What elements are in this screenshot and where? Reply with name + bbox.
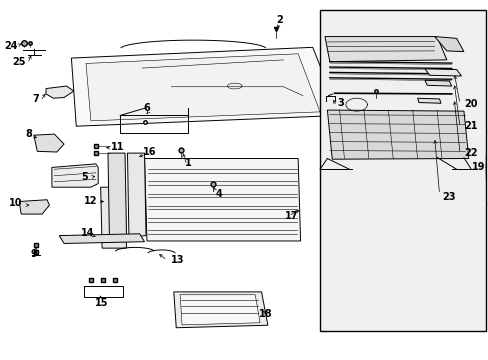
Text: 25: 25: [13, 57, 26, 67]
Polygon shape: [180, 295, 260, 325]
Text: 21: 21: [463, 121, 476, 131]
Polygon shape: [101, 187, 126, 248]
Polygon shape: [424, 69, 461, 76]
Polygon shape: [173, 292, 267, 328]
Text: 20: 20: [463, 99, 476, 109]
Polygon shape: [34, 134, 64, 152]
Polygon shape: [52, 164, 98, 187]
Polygon shape: [127, 153, 146, 237]
Polygon shape: [327, 110, 468, 159]
Text: 8: 8: [25, 129, 32, 139]
Text: 1: 1: [184, 158, 191, 168]
Text: 18: 18: [258, 310, 272, 319]
Text: 2: 2: [276, 15, 283, 26]
Polygon shape: [144, 158, 300, 241]
Text: 5: 5: [81, 172, 88, 182]
Text: 3: 3: [337, 98, 343, 108]
Text: 19: 19: [471, 162, 485, 172]
Text: 10: 10: [9, 198, 22, 208]
Text: 17: 17: [285, 211, 298, 221]
Text: 23: 23: [441, 192, 454, 202]
Polygon shape: [86, 54, 320, 121]
Text: 22: 22: [463, 148, 476, 158]
Text: 15: 15: [95, 298, 109, 308]
Polygon shape: [424, 80, 451, 86]
Polygon shape: [417, 98, 440, 103]
Text: 24: 24: [5, 41, 18, 50]
Bar: [320, 10, 485, 330]
Text: 4: 4: [215, 189, 222, 199]
Polygon shape: [19, 200, 49, 214]
Polygon shape: [71, 47, 339, 126]
Text: 13: 13: [170, 255, 183, 265]
Polygon shape: [434, 37, 463, 51]
Text: 6: 6: [143, 103, 150, 113]
Polygon shape: [108, 153, 126, 237]
Polygon shape: [59, 234, 144, 243]
Text: 9: 9: [30, 248, 37, 258]
Text: 11: 11: [111, 142, 124, 152]
Text: 14: 14: [81, 228, 94, 238]
Polygon shape: [46, 86, 74, 98]
Polygon shape: [325, 37, 446, 62]
Text: 12: 12: [84, 196, 98, 206]
Text: 16: 16: [142, 147, 156, 157]
Text: 7: 7: [32, 94, 39, 104]
